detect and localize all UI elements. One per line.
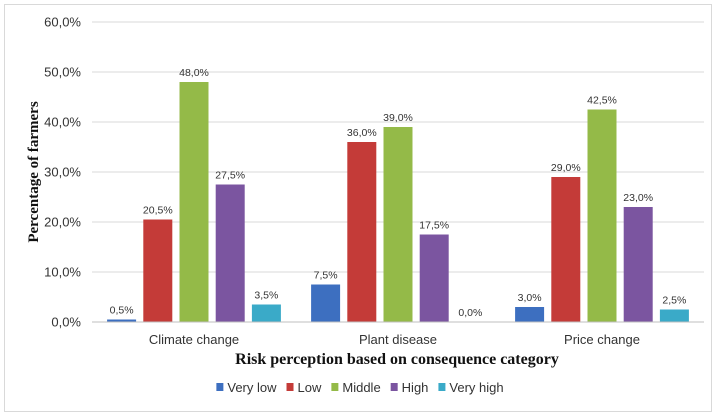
y-axis-ticks: 0,0% 10,0% 20,0% 30,0% 40,0% 50,0% 60,0% — [44, 15, 81, 330]
bar-high — [623, 207, 653, 322]
legend-label: Very low — [227, 380, 277, 395]
legend-item: Very low — [216, 380, 277, 395]
bar-low — [347, 142, 377, 322]
bar-very-high — [251, 304, 281, 322]
data-label: 23,0% — [623, 192, 653, 204]
data-label: 3,5% — [254, 290, 278, 302]
data-label: 27,5% — [215, 170, 245, 182]
legend-label: High — [402, 380, 429, 395]
data-label: 17,5% — [419, 220, 449, 232]
bar-middle — [587, 109, 617, 322]
data-labels: 0,5% 20,5% 48,0% 27,5% 3,5% 7,5% 36,0% 39,0% 17,… — [110, 67, 687, 319]
bar-very-low — [515, 307, 545, 322]
x-category-label: Climate change — [149, 332, 239, 347]
bar-very-low — [311, 284, 341, 322]
legend-swatch — [438, 383, 446, 391]
bars — [107, 82, 689, 322]
data-label: 0,5% — [110, 305, 134, 317]
y-tick-label: 10,0% — [44, 265, 81, 280]
legend-label: Middle — [342, 380, 380, 395]
bar-high — [419, 234, 449, 322]
y-tick-label: 0,0% — [51, 315, 81, 330]
bar-high — [215, 184, 245, 322]
legend-swatch — [331, 383, 339, 391]
bar-middle — [383, 127, 413, 322]
data-label: 3,0% — [518, 292, 542, 304]
data-label: 36,0% — [347, 127, 377, 139]
bar-middle — [179, 82, 209, 322]
bar-low — [143, 219, 173, 322]
legend: Very low Low Middle High Very high — [216, 380, 504, 395]
x-axis-categories: Climate change Plant disease Price change — [149, 332, 640, 347]
legend-label: Very high — [449, 380, 503, 395]
data-label: 48,0% — [179, 67, 209, 79]
data-label: 0,0% — [458, 307, 482, 319]
y-tick-label: 60,0% — [44, 15, 81, 30]
x-category-label: Price change — [564, 332, 640, 347]
bar-low — [551, 177, 581, 322]
data-label: 42,5% — [587, 95, 617, 107]
legend-swatch — [286, 383, 294, 391]
data-label: 20,5% — [143, 205, 173, 217]
legend-item: Very high — [438, 380, 504, 395]
bar-very-high — [659, 309, 689, 322]
data-label: 29,0% — [551, 162, 581, 174]
legend-item: High — [390, 380, 429, 395]
data-label: 39,0% — [383, 112, 413, 124]
y-tick-label: 50,0% — [44, 65, 81, 80]
y-tick-label: 40,0% — [44, 115, 81, 130]
legend-item: Middle — [331, 380, 381, 395]
legend-label: Low — [298, 380, 322, 395]
legend-swatch — [390, 383, 398, 391]
legend-item: Low — [286, 380, 322, 395]
y-tick-label: 20,0% — [44, 215, 81, 230]
bar-very-low — [107, 319, 137, 322]
x-category-label: Plant disease — [359, 332, 437, 347]
x-axis-title: Risk perception based on consequence cat… — [235, 351, 559, 368]
data-label: 2,5% — [662, 295, 686, 307]
data-label: 7,5% — [314, 270, 338, 282]
legend-swatch — [216, 383, 224, 391]
y-axis-title: Percentage of farmers — [26, 101, 42, 242]
y-tick-label: 30,0% — [44, 165, 81, 180]
